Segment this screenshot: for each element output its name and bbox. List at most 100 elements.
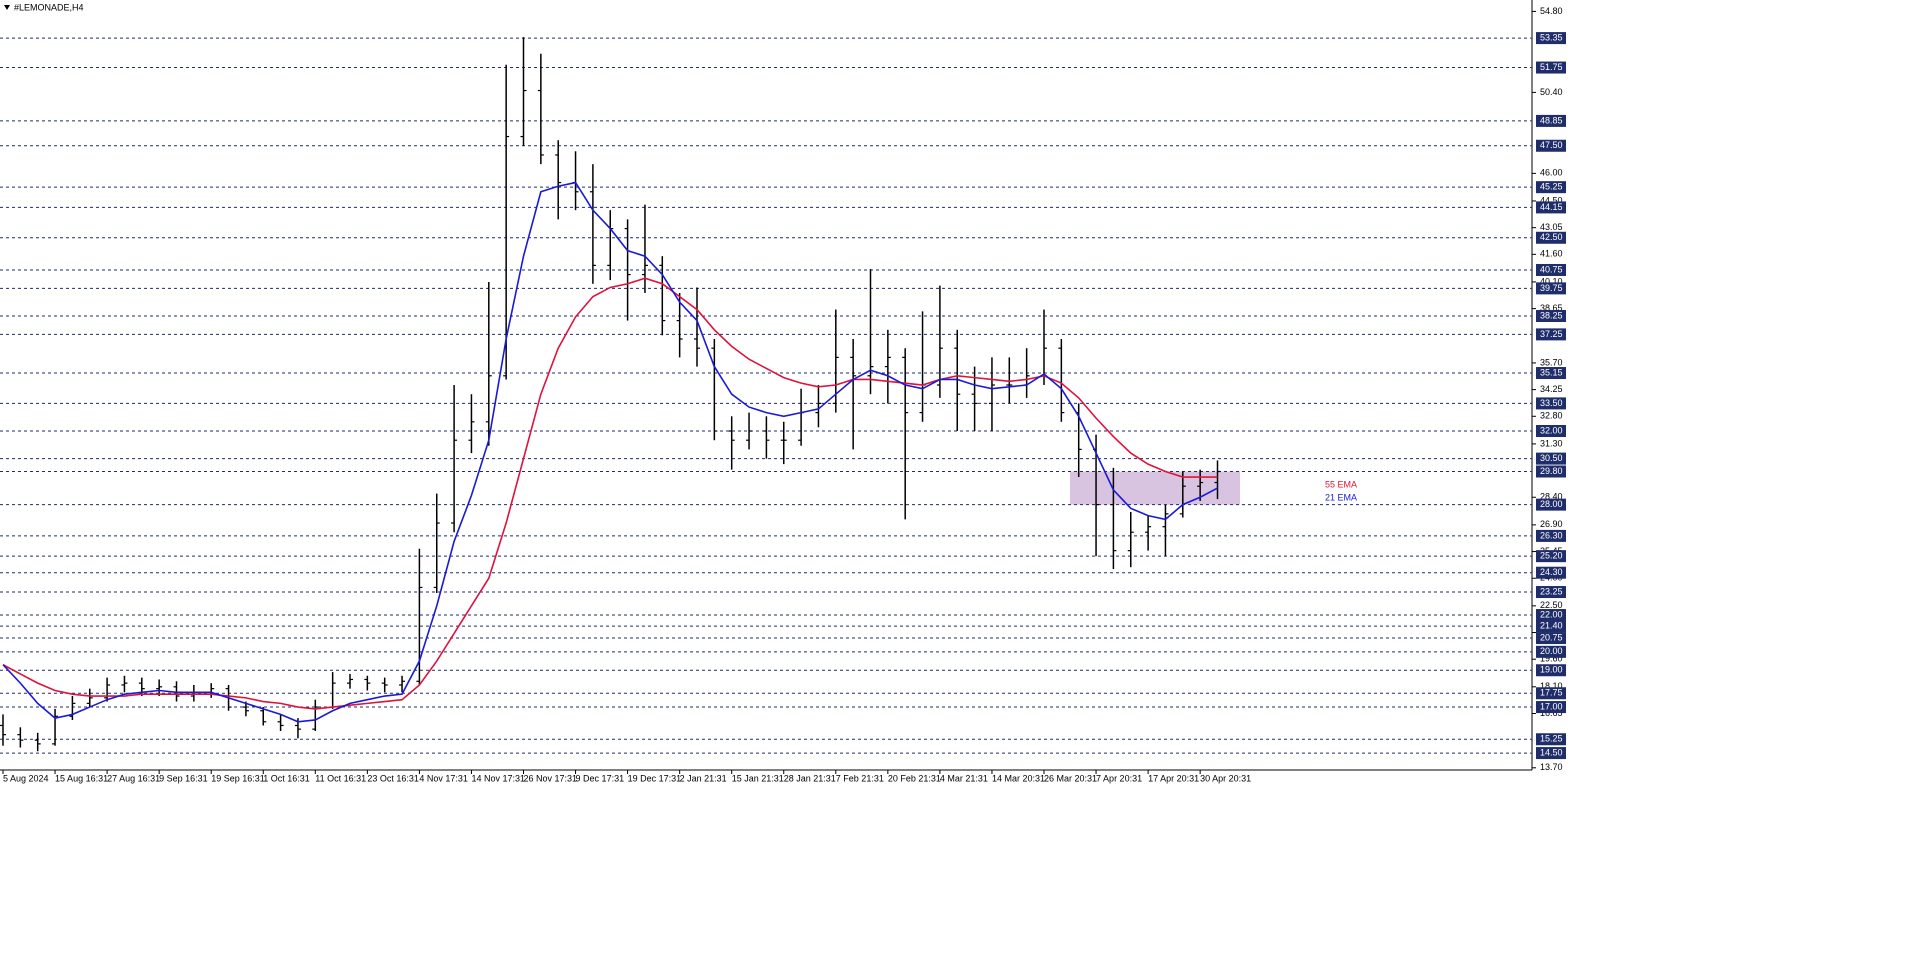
- level-label: 20.00: [1540, 646, 1563, 656]
- y-tick-label: 28.40: [1540, 492, 1563, 502]
- ema-label: 55 EMA: [1325, 479, 1357, 489]
- level-label: 39.75: [1540, 283, 1563, 293]
- y-tick-label: 40.10: [1540, 276, 1563, 286]
- ema-line: [2, 181, 1218, 723]
- y-tick-label: 44.50: [1540, 195, 1563, 205]
- level-label: 17.00: [1540, 701, 1563, 711]
- level-label-box: [1536, 620, 1566, 633]
- y-tick-label: 54.80: [1540, 6, 1563, 16]
- level-label: 48.85: [1540, 115, 1563, 125]
- x-tick-label: 4 Mar 21:31: [940, 773, 988, 783]
- level-label: 26.30: [1540, 530, 1563, 540]
- x-tick-label: 2 Jan 21:31: [680, 773, 727, 783]
- y-tick-label: 38.65: [1540, 303, 1563, 313]
- level-label-box: [1536, 309, 1566, 322]
- level-label: 37.25: [1540, 329, 1563, 339]
- level-label: 29.80: [1540, 466, 1563, 476]
- level-label-box: [1536, 550, 1566, 563]
- level-label: 35.15: [1540, 367, 1563, 377]
- level-label-box: [1536, 139, 1566, 152]
- level-label-box: [1536, 328, 1566, 341]
- level-label: 19.00: [1540, 665, 1563, 675]
- y-tick-label: 13.70: [1540, 762, 1563, 772]
- x-tick-label: 7 Apr 20:31: [1096, 773, 1142, 783]
- x-tick-label: 9 Dec 17:31: [576, 773, 625, 783]
- level-label-box: [1536, 498, 1566, 511]
- x-tick-label: 7 Feb 21:31: [836, 773, 884, 783]
- level-label-box: [1536, 733, 1566, 746]
- x-tick-label: 15 Aug 16:31: [55, 773, 108, 783]
- level-label: 44.15: [1540, 202, 1563, 212]
- x-tick-label: 1 Oct 16:31: [263, 773, 310, 783]
- x-tick-label: 14 Mar 20:31: [992, 773, 1045, 783]
- y-tick-label: 26.90: [1540, 519, 1563, 529]
- ema-label: 21 EMA: [1325, 492, 1357, 502]
- level-label-box: [1536, 282, 1566, 295]
- x-tick-label: 19 Dec 17:31: [628, 773, 682, 783]
- level-label-box: [1536, 425, 1566, 438]
- level-label: 33.50: [1540, 398, 1563, 408]
- x-tick-label: 15 Jan 21:31: [732, 773, 784, 783]
- y-tick-label: 41.60: [1540, 249, 1563, 259]
- level-label: 23.25: [1540, 586, 1563, 596]
- level-label: 25.20: [1540, 551, 1563, 561]
- x-tick-label: 5 Aug 2024: [3, 773, 49, 783]
- x-tick-label: 9 Sep 16:31: [159, 773, 208, 783]
- x-tick-label: 27 Aug 16:31: [107, 773, 160, 783]
- level-label: 38.25: [1540, 310, 1563, 320]
- y-tick-label: 35.70: [1540, 357, 1563, 367]
- level-label-box: [1536, 231, 1566, 244]
- x-tick-label: 11 Oct 16:31: [315, 773, 366, 783]
- level-label-box: [1536, 32, 1566, 45]
- level-label-box: [1536, 529, 1566, 542]
- level-label-box: [1536, 452, 1566, 465]
- level-label-box: [1536, 632, 1566, 645]
- level-label-box: [1536, 747, 1566, 760]
- level-label: 20.75: [1540, 632, 1563, 642]
- level-label-box: [1536, 181, 1566, 194]
- x-tick-label: 4 Nov 17:31: [419, 773, 468, 783]
- y-tick-label: 19.60: [1540, 654, 1563, 664]
- ema-line: [2, 277, 1218, 710]
- level-label-box: [1536, 263, 1566, 276]
- level-label: 17.75: [1540, 688, 1563, 698]
- y-tick-label: 31.30: [1540, 438, 1563, 448]
- level-label-box: [1536, 687, 1566, 700]
- level-label: 22.00: [1540, 609, 1563, 619]
- y-tick-label: 43.05: [1540, 222, 1563, 232]
- y-tick-label: 34.25: [1540, 384, 1563, 394]
- level-label: 15.25: [1540, 734, 1563, 744]
- level-label: 45.25: [1540, 182, 1563, 192]
- level-label-box: [1536, 61, 1566, 74]
- level-label: 42.50: [1540, 232, 1563, 242]
- y-tick-label: 18.10: [1540, 681, 1563, 691]
- y-tick-label: 32.80: [1540, 411, 1563, 421]
- level-label: 32.00: [1540, 425, 1563, 435]
- level-label: 24.30: [1540, 567, 1563, 577]
- level-label: 21.40: [1540, 620, 1563, 630]
- level-label: 28.00: [1540, 499, 1563, 509]
- collapse-icon[interactable]: [4, 5, 10, 10]
- y-tick-label: 22.50: [1540, 600, 1563, 610]
- level-label-box: [1536, 586, 1566, 599]
- level-label-box: [1536, 465, 1566, 478]
- x-tick-label: 28 Jan 21:31: [784, 773, 836, 783]
- level-label-box: [1536, 114, 1566, 127]
- level-label-box: [1536, 397, 1566, 410]
- x-tick-label: 23 Oct 16:31: [367, 773, 419, 783]
- level-label: 14.50: [1540, 747, 1563, 757]
- level-label-box: [1536, 201, 1566, 214]
- level-label-box: [1536, 701, 1566, 714]
- level-label-box: [1536, 566, 1566, 579]
- level-label: 47.50: [1540, 140, 1563, 150]
- level-label-box: [1536, 609, 1566, 622]
- x-tick-label: 30 Apr 20:31: [1200, 773, 1251, 783]
- level-label-box: [1536, 664, 1566, 677]
- x-tick-label: 26 Mar 20:31: [1044, 773, 1097, 783]
- x-tick-label: 19 Sep 16:31: [211, 773, 265, 783]
- level-label-box: [1536, 367, 1566, 380]
- chart-title: #LEMONADE,H4: [14, 2, 84, 12]
